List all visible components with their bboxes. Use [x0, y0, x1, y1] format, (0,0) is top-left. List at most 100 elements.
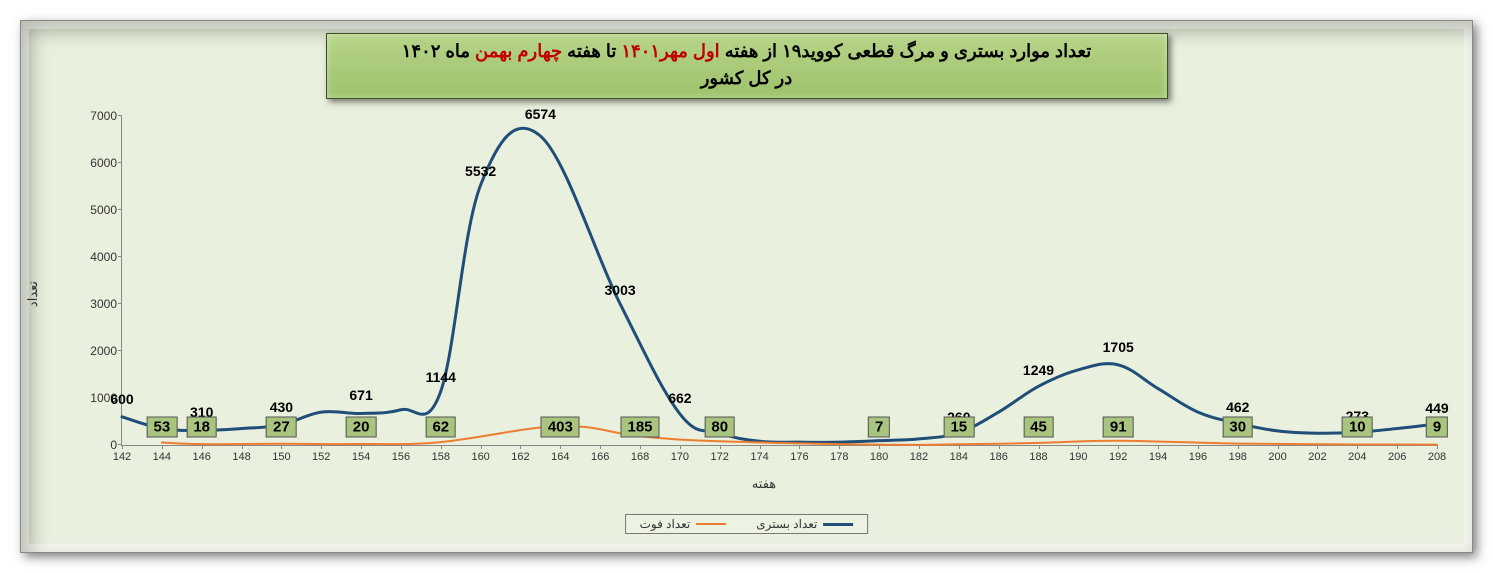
x-tick-mark — [760, 445, 761, 449]
hosp-data-label: 6574 — [525, 106, 556, 122]
hosp-data-label: 3003 — [605, 282, 636, 298]
legend: تعداد بستری تعداد فوت — [625, 514, 869, 534]
x-axis-label: هفته — [752, 476, 776, 492]
hosp-data-label: 662 — [668, 390, 691, 406]
y-tick-label: 6000 — [77, 156, 117, 170]
title-line2: در کل کشور — [701, 68, 793, 88]
y-tick-label: 4000 — [77, 250, 117, 264]
hosp-data-label: 600 — [110, 391, 133, 407]
x-tick-label: 170 — [671, 451, 689, 463]
x-tick-label: 152 — [312, 451, 330, 463]
x-tick-label: 156 — [392, 451, 410, 463]
y-tick-label: 5000 — [77, 203, 117, 217]
x-tick-label: 180 — [870, 451, 888, 463]
death-data-label: 7 — [868, 417, 890, 438]
chart-container: تعداد موارد بستری و مرگ قطعی کووید۱۹ از … — [20, 20, 1473, 553]
x-tick-mark — [122, 445, 123, 449]
x-tick-mark — [1317, 445, 1318, 449]
death-data-label: 80 — [704, 417, 735, 438]
x-tick-label: 188 — [1029, 451, 1047, 463]
death-data-label: 9 — [1426, 417, 1448, 438]
legend-swatch — [696, 523, 726, 525]
x-tick-label: 146 — [193, 451, 211, 463]
death-data-label: 27 — [266, 417, 297, 438]
x-tick-label: 192 — [1109, 451, 1127, 463]
x-tick-label: 200 — [1268, 451, 1286, 463]
x-tick-label: 202 — [1308, 451, 1326, 463]
death-data-label: 45 — [1023, 417, 1054, 438]
x-tick-label: 168 — [631, 451, 649, 463]
x-tick-mark — [202, 445, 203, 449]
death-data-label: 15 — [943, 417, 974, 438]
x-tick-label: 204 — [1348, 451, 1366, 463]
x-tick-mark — [560, 445, 561, 449]
hosp-data-label: 449 — [1425, 400, 1448, 416]
x-tick-label: 176 — [790, 451, 808, 463]
x-tick-mark — [1397, 445, 1398, 449]
y-tick-label: 2000 — [77, 344, 117, 358]
x-tick-mark — [879, 445, 880, 449]
x-tick-mark — [600, 445, 601, 449]
legend-label: تعداد بستری — [756, 517, 817, 531]
x-tick-mark — [281, 445, 282, 449]
title-text-mid: تا هفته — [562, 41, 621, 61]
x-tick-mark — [640, 445, 641, 449]
x-tick-mark — [720, 445, 721, 449]
y-tick-mark — [118, 350, 122, 351]
x-tick-mark — [999, 445, 1000, 449]
x-tick-mark — [1039, 445, 1040, 449]
legend-item: تعداد فوت — [640, 517, 727, 531]
hosp-data-label: 1144 — [426, 369, 456, 385]
x-tick-label: 194 — [1149, 451, 1167, 463]
x-tick-mark — [1238, 445, 1239, 449]
x-tick-label: 208 — [1428, 451, 1446, 463]
death-data-label: 30 — [1222, 417, 1253, 438]
death-data-label: 18 — [186, 417, 217, 438]
hosp-data-label: 462 — [1226, 399, 1249, 415]
legend-label: تعداد فوت — [640, 517, 691, 531]
line-layer — [122, 116, 1437, 445]
x-tick-label: 184 — [950, 451, 968, 463]
x-tick-label: 144 — [153, 451, 171, 463]
hosp-data-label: 1705 — [1103, 339, 1134, 355]
hosp-data-label: 1249 — [1023, 362, 1054, 378]
x-tick-mark — [1278, 445, 1279, 449]
x-tick-mark — [680, 445, 681, 449]
death-data-label: 10 — [1342, 417, 1373, 438]
x-tick-mark — [162, 445, 163, 449]
x-tick-label: 158 — [432, 451, 450, 463]
x-tick-mark — [1158, 445, 1159, 449]
x-tick-label: 148 — [232, 451, 250, 463]
x-tick-mark — [1198, 445, 1199, 449]
x-tick-mark — [401, 445, 402, 449]
hosp-data-label: 430 — [270, 399, 293, 415]
x-tick-label: 166 — [591, 451, 609, 463]
x-tick-label: 196 — [1189, 451, 1207, 463]
death-data-label: 20 — [346, 417, 377, 438]
x-tick-label: 150 — [272, 451, 290, 463]
x-tick-label: 154 — [352, 451, 370, 463]
y-tick-label: 3000 — [77, 297, 117, 311]
x-tick-label: 172 — [711, 451, 729, 463]
x-tick-label: 178 — [830, 451, 848, 463]
y-tick-label: 0 — [77, 438, 117, 452]
x-tick-mark — [1437, 445, 1438, 449]
legend-swatch — [823, 523, 853, 526]
plot-area: 0100020003000400050006000700014214414614… — [121, 116, 1437, 446]
legend-item: تعداد بستری — [756, 517, 853, 531]
hosp-data-label: 5532 — [465, 163, 496, 179]
x-tick-mark — [321, 445, 322, 449]
x-tick-mark — [361, 445, 362, 449]
y-axis-label: تعداد — [25, 281, 41, 307]
x-tick-mark — [441, 445, 442, 449]
title-highlight-2: چهارم بهمن — [475, 41, 562, 61]
death-data-label: 403 — [541, 417, 580, 438]
x-tick-label: 142 — [113, 451, 131, 463]
hosp-data-label: 671 — [349, 387, 372, 403]
x-tick-label: 162 — [511, 451, 529, 463]
chart-area: تعداد 0100020003000400050006000700014214… — [81, 106, 1447, 482]
y-tick-mark — [118, 256, 122, 257]
x-tick-mark — [959, 445, 960, 449]
death-data-label: 62 — [425, 417, 456, 438]
y-tick-mark — [118, 303, 122, 304]
